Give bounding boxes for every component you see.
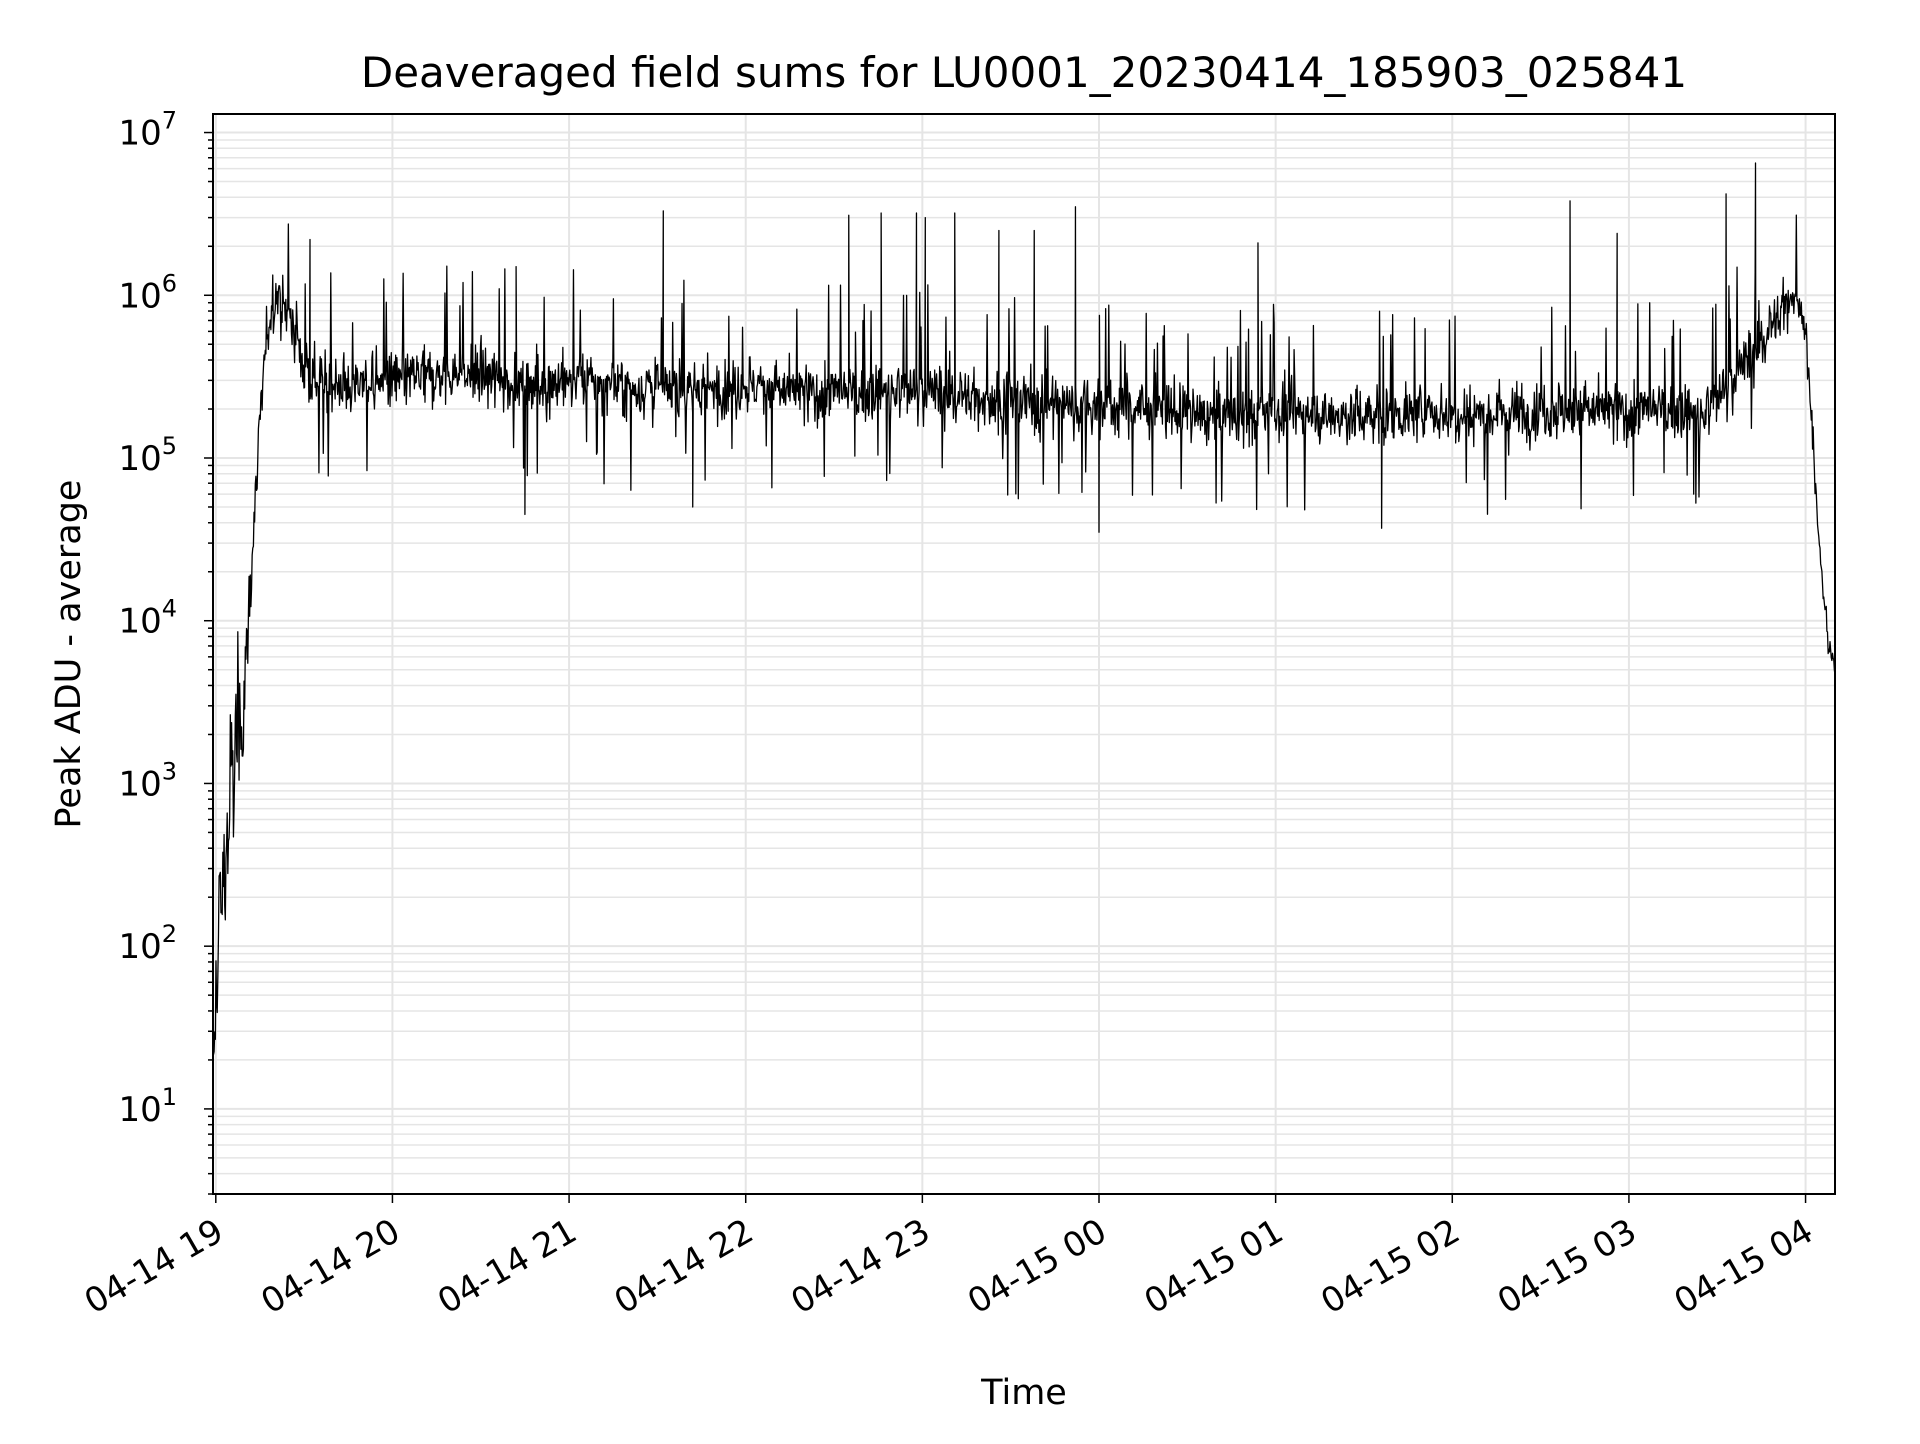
y-tick-label: 101: [118, 1083, 177, 1130]
y-tick-label: 106: [118, 269, 177, 316]
plot-frame: [212, 113, 1836, 1195]
y-tick-label-base: 10: [118, 1090, 161, 1130]
y-tick-label-exponent: 7: [162, 107, 177, 135]
y-tick-label-base: 10: [118, 276, 161, 316]
y-tick-label: 105: [118, 432, 177, 479]
y-tick-label-base: 10: [118, 602, 161, 642]
y-tick-label-base: 10: [118, 114, 161, 154]
chart-title: Deaveraged field sums for LU0001_2023041…: [361, 48, 1687, 97]
y-tick-label: 103: [118, 757, 177, 804]
series-line: [212, 162, 1836, 1056]
x-axis-label: Time: [980, 1373, 1067, 1413]
y-tick-label-exponent: 4: [162, 595, 177, 623]
data-series: [212, 162, 1836, 1056]
y-tick-label: 102: [118, 920, 177, 967]
y-tick-label-exponent: 3: [162, 757, 177, 785]
y-tick-label-exponent: 5: [162, 432, 177, 460]
y-tick-label-exponent: 6: [162, 269, 177, 297]
y-tick-label-exponent: 1: [162, 1083, 177, 1111]
y-tick-label-exponent: 2: [162, 920, 177, 948]
y-tick-label-base: 10: [118, 764, 161, 804]
y-axis-label: Peak ADU - average: [49, 480, 89, 829]
y-tick-label: 107: [118, 107, 177, 154]
y-tick-label-base: 10: [118, 439, 161, 479]
y-tick-label-base: 10: [118, 927, 161, 967]
y-tick-label: 104: [118, 595, 177, 642]
